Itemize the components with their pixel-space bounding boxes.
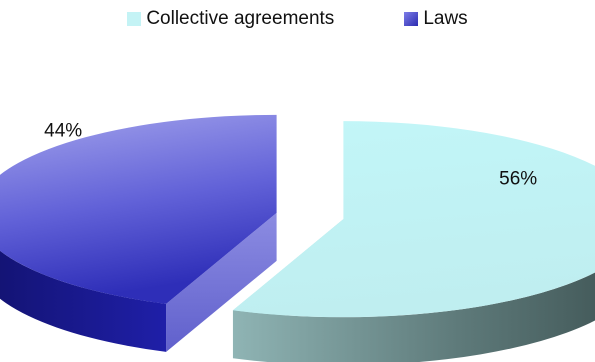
chart-legend: Collective agreements Laws bbox=[0, 6, 595, 32]
pie-slice-laws-wall-0 bbox=[166, 212, 277, 352]
pie-slice-collective-agreements-side bbox=[232, 272, 595, 362]
pie-slice-laws bbox=[0, 114, 277, 352]
pie-slice-laws-side bbox=[0, 250, 167, 352]
data-label-laws: 44% bbox=[44, 120, 82, 141]
legend-item-collective-agreements: Collective agreements bbox=[127, 8, 334, 30]
legend-swatch-collective-agreements bbox=[127, 12, 142, 26]
data-label-collective-agreements: 56% bbox=[499, 168, 537, 189]
pie-slice-laws-top bbox=[0, 114, 277, 304]
legend-label-laws: Laws bbox=[423, 8, 468, 29]
legend-label-collective-agreements: Collective agreements bbox=[146, 8, 335, 29]
pie-slice-collective-agreements bbox=[232, 121, 595, 362]
legend-swatch-laws bbox=[404, 12, 419, 26]
pie-slice-collective-agreements-top bbox=[232, 121, 595, 318]
legend-item-laws: Laws bbox=[404, 8, 468, 30]
